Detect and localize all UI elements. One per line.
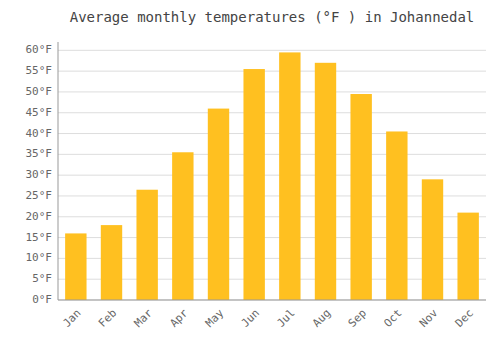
grid-line (58, 112, 486, 113)
y-tick-label: 0°F (32, 293, 52, 306)
y-tick-label: 5°F (32, 272, 52, 285)
x-tick-label: Jan (60, 307, 83, 330)
x-tick-label: Nov (417, 306, 441, 330)
x-tick-label: Sep (346, 307, 369, 330)
y-tick-label: 50°F (26, 85, 53, 98)
y-axis-line (58, 42, 59, 300)
x-tick-label: Mar (132, 306, 156, 330)
bar (136, 190, 157, 300)
grid-line (58, 154, 486, 155)
y-tick-label: 40°F (26, 127, 53, 140)
grid-line (58, 91, 486, 92)
x-tick-label: Oct (381, 307, 404, 330)
bar (457, 213, 478, 300)
x-tick-label: Jul (274, 307, 297, 330)
grid-line (58, 300, 486, 301)
y-grid (58, 50, 486, 300)
grid-line (58, 50, 486, 51)
bar (386, 131, 407, 300)
y-tick-label: 35°F (26, 147, 53, 160)
bar (315, 63, 336, 300)
x-tick-label: Apr (167, 306, 191, 330)
bar (279, 52, 300, 300)
y-tick-label: 45°F (26, 106, 53, 119)
y-tick-label: 60°F (26, 43, 53, 56)
bar (208, 109, 229, 300)
x-axis-line (58, 300, 486, 301)
y-tick-label: 10°F (26, 251, 53, 264)
y-tick-label: 55°F (26, 64, 53, 77)
chart: Average monthly temperatures (°F ) in Jo… (0, 0, 500, 350)
bar (422, 179, 443, 300)
x-tick-label: Dec (453, 307, 476, 330)
y-tick-label: 15°F (26, 231, 53, 244)
y-tick-label: 30°F (26, 168, 53, 181)
grid-line (58, 175, 486, 176)
bar (65, 233, 86, 300)
title: Average monthly temperatures (°F ) in Jo… (70, 9, 475, 25)
grid-line (58, 133, 486, 134)
bar (101, 225, 122, 300)
x-tick-label: Jun (239, 307, 262, 330)
x-tick-label: Feb (96, 307, 119, 330)
chart-container: Average monthly temperatures (°F ) in Jo… (0, 0, 500, 350)
x-tick-label: Aug (310, 307, 333, 330)
y-tick-label: 20°F (26, 210, 53, 223)
x-tick-label: May (203, 306, 227, 330)
bar (172, 152, 193, 300)
bar (243, 69, 264, 300)
grid-line (58, 71, 486, 72)
y-tick-label: 25°F (26, 189, 53, 202)
bar (350, 94, 371, 300)
bars (65, 52, 479, 300)
